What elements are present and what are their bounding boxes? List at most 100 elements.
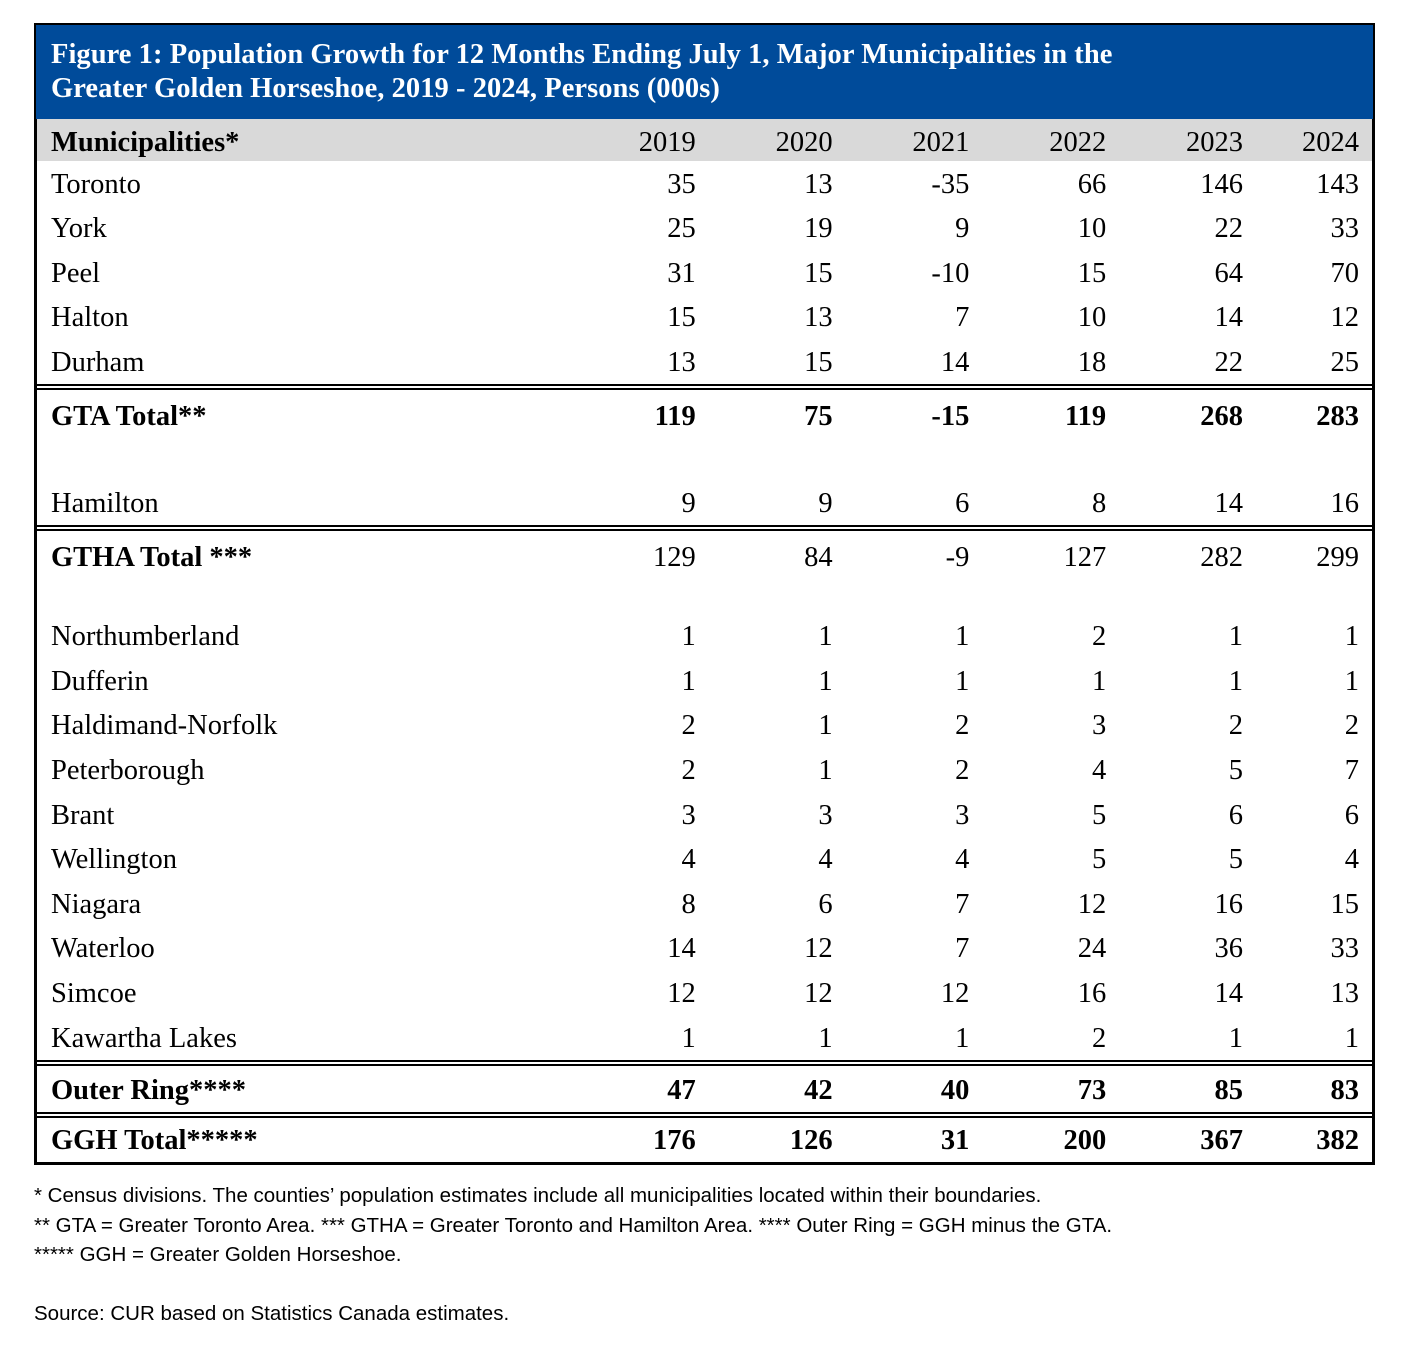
cell-2022: 73	[1077, 1074, 1107, 1106]
column-header-2020: 2020	[775, 127, 833, 158]
cell-2021: 4	[955, 844, 970, 876]
cell-2020: 6	[818, 888, 833, 920]
cell-2024: 33	[1330, 933, 1359, 965]
cell-2019: 13	[667, 346, 696, 378]
cell-2024: 299	[1316, 541, 1359, 573]
cell-2022: 3	[1091, 710, 1107, 742]
cell-2020: 4	[818, 844, 833, 876]
row-label: Peterborough	[51, 754, 205, 786]
cell-2024: 382	[1316, 1124, 1359, 1156]
cell-2021: 14	[940, 346, 970, 378]
cell-2023: 85	[1214, 1074, 1243, 1106]
cell-2024: 1	[1344, 1022, 1359, 1054]
cell-2022: 1	[1091, 665, 1107, 697]
cell-2021: 1	[955, 621, 970, 653]
cell-2022: 119	[1065, 400, 1107, 432]
table-row-wellington: Wellington 4 4 4 5 5 4	[37, 837, 1372, 882]
row-label: Niagara	[51, 888, 142, 920]
cell-2024: 2	[1344, 710, 1359, 742]
cell-2023: 146	[1200, 168, 1243, 200]
cell-2023: 22	[1214, 346, 1243, 378]
cell-2020: 12	[804, 933, 833, 965]
cell-2021: -9	[945, 541, 970, 573]
cell-2019: 47	[667, 1074, 696, 1106]
row-label: Brant	[51, 799, 115, 831]
cell-2024: 1	[1344, 665, 1359, 697]
cell-2023: 64	[1214, 257, 1243, 289]
cell-2020: 15	[804, 257, 833, 289]
source-note: Source: CUR based on Statistics Canada e…	[34, 1301, 510, 1325]
population-table: Municipalities* 2019 2020 2021 2022 2023…	[34, 119, 1375, 1165]
cell-2021: 7	[955, 933, 970, 965]
table-row-gtha-total: GTHA Total *** 129 84 -9 127 282 299	[37, 524, 1372, 578]
row-label: Toronto	[51, 168, 141, 200]
row-spacer	[37, 434, 1372, 480]
cell-2024: 13	[1330, 977, 1359, 1009]
cell-2019: 15	[667, 302, 696, 334]
cell-2020: 42	[804, 1074, 833, 1106]
row-label: Outer Ring****	[51, 1074, 247, 1106]
row-label: York	[51, 213, 107, 245]
cell-2022: 16	[1077, 977, 1107, 1009]
cell-2024: 16	[1330, 487, 1359, 519]
cell-2020: 1	[818, 621, 833, 653]
cell-2021: 12	[940, 977, 970, 1009]
cell-2022: 15	[1077, 257, 1107, 289]
table-row-durham: Durham 13 15 14 18 22 25	[37, 339, 1372, 384]
cell-2022: 8	[1091, 487, 1107, 519]
table-row-brant: Brant 3 3 3 5 6 6	[37, 792, 1372, 837]
cell-2021: 1	[955, 665, 970, 697]
column-header-municipalities: Municipalities*	[51, 127, 240, 158]
column-header-2023: 2023	[1185, 127, 1243, 158]
table-row-ggh-total: GGH Total***** 176 126 31 200 367 382	[37, 1111, 1372, 1162]
cell-2020: 15	[804, 346, 833, 378]
cell-2021: 1	[955, 1022, 970, 1054]
row-label: Durham	[51, 346, 145, 378]
cell-2021: -10	[931, 257, 970, 289]
table-row-hamilton: Hamilton 9 9 6 8 14 16	[37, 480, 1372, 525]
cell-2019: 176	[653, 1124, 696, 1156]
cell-2024: 83	[1330, 1074, 1359, 1106]
cell-2019: 35	[667, 168, 696, 200]
cell-2024: 15	[1330, 888, 1359, 920]
cell-2023: 14	[1214, 487, 1243, 519]
row-spacer	[37, 578, 1372, 614]
cell-2020: 13	[804, 302, 833, 334]
footnotes: * Census divisions. The counties’ popula…	[34, 1181, 1112, 1328]
cell-2022: 5	[1091, 844, 1107, 876]
cell-2020: 12	[804, 977, 833, 1009]
cell-2022: 24	[1077, 933, 1107, 965]
row-label: Simcoe	[51, 977, 137, 1009]
cell-2024: 25	[1330, 346, 1359, 378]
cell-2019: 119	[654, 400, 696, 432]
figure-title-line-1: Figure 1: Population Growth for 12 Month…	[51, 39, 1113, 70]
table-header-row: Municipalities* 2019 2020 2021 2022 2023…	[37, 119, 1372, 161]
row-label: Hamilton	[51, 487, 159, 519]
cell-2020: 3	[818, 799, 833, 831]
cell-2023: 14	[1214, 977, 1243, 1009]
cell-2023: 14	[1214, 302, 1243, 334]
cell-2023: 6	[1228, 799, 1243, 831]
cell-2022: 12	[1077, 888, 1107, 920]
table-row-peterborough: Peterborough 2 1 2 4 5 7	[37, 747, 1372, 792]
row-label: Haldimand-Norfolk	[51, 710, 278, 742]
footnote-definitions: ** GTA = Greater Toronto Area. *** GTHA …	[34, 1213, 1113, 1237]
cell-2023: 1	[1228, 665, 1243, 697]
table-row-gta-total: GTA Total** 119 75 -15 119 268 283	[37, 383, 1372, 434]
cell-2021: 3	[955, 799, 970, 831]
footnote-ggh-definition: ***** GGH = Greater Golden Horseshoe.	[34, 1243, 402, 1266]
column-header-2022: 2022	[1049, 127, 1107, 158]
row-label: Peel	[51, 257, 101, 289]
cell-2023: 282	[1200, 541, 1243, 573]
cell-2022: 66	[1077, 168, 1107, 200]
cell-2020: 1	[818, 754, 833, 786]
cell-2024: 4	[1344, 844, 1359, 876]
cell-2024: 283	[1316, 400, 1359, 432]
cell-2020: 19	[804, 213, 833, 245]
cell-2020: 9	[818, 487, 833, 519]
cell-2022: 5	[1091, 799, 1107, 831]
row-label: Wellington	[51, 844, 177, 876]
table-row-dufferin: Dufferin 1 1 1 1 1 1	[37, 658, 1372, 703]
row-label: Halton	[51, 302, 129, 334]
cell-2022: 2	[1091, 621, 1107, 653]
